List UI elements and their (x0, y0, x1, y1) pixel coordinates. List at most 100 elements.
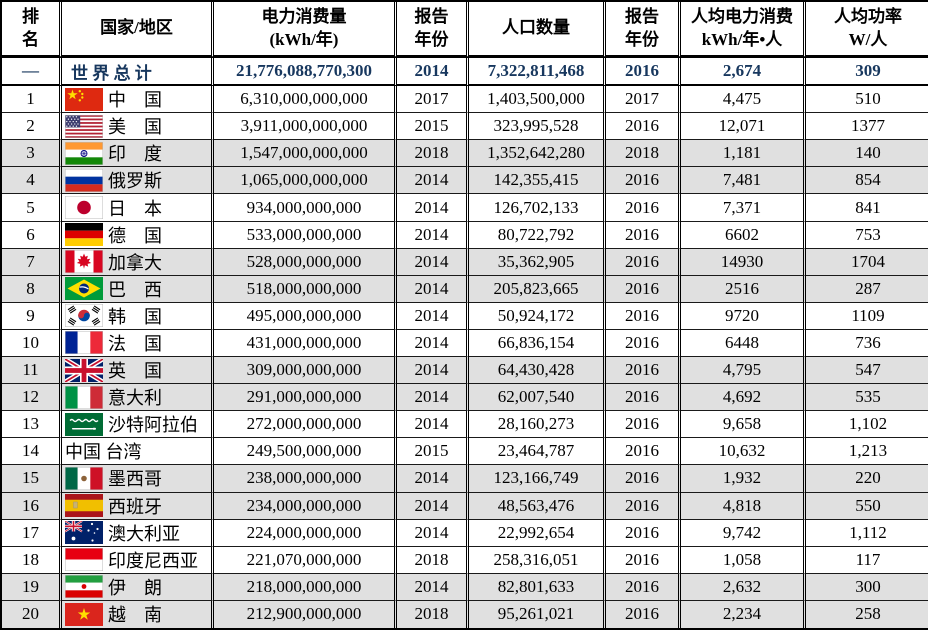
col-header-country: 国家/地区 (62, 2, 214, 58)
population-cell: 142,355,415 (469, 167, 606, 195)
consumption-cell: 224,000,000,000 (214, 519, 397, 547)
world-population-cell: 7,322,811,468 (469, 58, 606, 87)
rank-cell: 10 (2, 329, 62, 358)
report-year-2-cell: 2016 (606, 221, 681, 249)
country-cell: 意大利 (62, 384, 214, 412)
world-name-cell: 世 界 总 计 (62, 58, 214, 87)
consumption-cell: 212,900,000,000 (214, 600, 397, 628)
australia-flag-icon (65, 521, 103, 545)
per-capita-cell: 4,475 (681, 86, 806, 114)
report-year-1-cell: 2014 (397, 492, 469, 520)
report-year-2-cell: 2016 (606, 546, 681, 574)
country-row: 1 中 国 6,310,000,000,000 2017 1,403,500,0… (2, 86, 928, 114)
consumption-cell: 249,500,000,000 (214, 438, 397, 466)
world-total-row: — 世 界 总 计 21,776,088,770,300 2014 7,322,… (2, 58, 928, 87)
country-name: 俄罗斯 (108, 171, 162, 192)
country-row: 2 美 国 3,911,000,000,000 2015 323,995,528… (2, 113, 928, 141)
population-cell: 64,430,428 (469, 357, 606, 385)
country-name: 加拿大 (108, 252, 162, 273)
watts-cell: 287 (806, 275, 928, 303)
country-name: 印 度 (108, 144, 162, 165)
per-capita-cell: 1,181 (681, 140, 806, 168)
india-flag-icon (65, 141, 103, 165)
report-year-2-cell: 2016 (606, 302, 681, 330)
rank-cell: 1 (2, 86, 62, 114)
report-year-1-cell: 2014 (397, 357, 469, 385)
rank-cell: 13 (2, 411, 62, 439)
per-capita-cell: 1,058 (681, 546, 806, 574)
country-row: 19 伊 朗 218,000,000,000 2014 82,801,633 2… (2, 573, 928, 601)
rank-cell: 17 (2, 519, 62, 547)
col-header-report-year-2: 报告 年份 (606, 2, 681, 58)
country-row: 12 意大利 291,000,000,000 2014 62,007,540 2… (2, 384, 928, 412)
report-year-1-cell: 2015 (397, 113, 469, 141)
per-capita-cell: 2,632 (681, 573, 806, 601)
header-row: 排名 国家/地区 电力消费量 (kWh/年) 报告 年份 人口数量 报告 年份 人均电… (2, 2, 928, 58)
country-name: 英 国 (108, 361, 162, 382)
report-year-2-cell: 2016 (606, 519, 681, 547)
report-year-2-cell: 2016 (606, 573, 681, 601)
country-cell: 伊 朗 (62, 573, 214, 601)
report-year-1-cell: 2018 (397, 600, 469, 628)
country-name: 美 国 (108, 117, 162, 138)
population-cell: 80,722,792 (469, 221, 606, 249)
per-capita-cell: 4,692 (681, 384, 806, 412)
consumption-cell: 1,065,000,000,000 (214, 167, 397, 195)
country-row: 4 俄罗斯 1,065,000,000,000 2014 142,355,415… (2, 167, 928, 195)
country-cell: 巴 西 (62, 275, 214, 303)
watts-cell: 220 (806, 465, 928, 493)
japan-flag-icon (65, 196, 103, 220)
report-year-2-cell: 2018 (606, 140, 681, 168)
country-name: 德 国 (108, 225, 162, 246)
iran-flag-icon (65, 575, 103, 599)
watts-cell: 841 (806, 194, 928, 222)
rank-cell: 18 (2, 546, 62, 574)
report-year-2-cell: 2016 (606, 438, 681, 466)
world-report-year-2-cell: 2016 (606, 58, 681, 87)
country-row: 16 西班牙 234,000,000,000 2014 48,563,476 2… (2, 492, 928, 520)
saudi-arabia-flag-icon (65, 412, 103, 436)
report-year-1-cell: 2018 (397, 140, 469, 168)
report-year-1-cell: 2014 (397, 519, 469, 547)
country-name: 韩 国 (108, 306, 162, 327)
report-year-2-cell: 2016 (606, 411, 681, 439)
table-body: — 世 界 总 计 21,776,088,770,300 2014 7,322,… (2, 58, 928, 628)
report-year-2-cell: 2016 (606, 113, 681, 141)
watts-cell: 1,102 (806, 411, 928, 439)
per-capita-cell: 14930 (681, 248, 806, 276)
rank-cell: 4 (2, 167, 62, 195)
watts-cell: 854 (806, 167, 928, 195)
country-row: 3 印 度 1,547,000,000,000 2018 1,352,642,2… (2, 140, 928, 168)
watts-cell: 140 (806, 140, 928, 168)
country-cell: 中国 台湾 (62, 438, 214, 466)
consumption-cell: 495,000,000,000 (214, 302, 397, 330)
rank-cell: 9 (2, 302, 62, 330)
watts-cell: 753 (806, 222, 928, 249)
report-year-1-cell: 2014 (397, 248, 469, 276)
report-year-2-cell: 2016 (606, 275, 681, 303)
france-flag-icon (65, 331, 103, 355)
rank-cell: 7 (2, 248, 62, 276)
country-row: 18 印度尼西亚 221,070,000,000 2018 258,316,05… (2, 546, 928, 574)
south-korea-flag-icon (65, 304, 103, 328)
country-cell: 澳大利亚 (62, 519, 214, 547)
country-name: 日 本 (108, 198, 162, 219)
rank-cell: 2 (2, 113, 62, 141)
country-cell: 墨西哥 (62, 465, 214, 493)
rank-cell: 19 (2, 573, 62, 601)
country-row: 7 加拿大 528,000,000,000 2014 35,362,905 20… (2, 248, 928, 276)
report-year-1-cell: 2017 (397, 86, 469, 114)
population-cell: 323,995,528 (469, 113, 606, 141)
country-name: 意大利 (108, 388, 162, 409)
country-cell: 沙特阿拉伯 (62, 411, 214, 439)
watts-cell: 1704 (806, 248, 928, 276)
report-year-1-cell: 2018 (397, 546, 469, 574)
report-year-2-cell: 2016 (606, 329, 681, 358)
country-row: 6 德 国 533,000,000,000 2014 80,722,792 20… (2, 221, 928, 249)
country-cell: 中 国 (62, 86, 214, 114)
rank-cell: 12 (2, 384, 62, 412)
report-year-2-cell: 2017 (606, 86, 681, 114)
population-cell: 22,992,654 (469, 519, 606, 547)
vietnam-flag-icon (65, 602, 103, 626)
rank-cell: 5 (2, 194, 62, 222)
